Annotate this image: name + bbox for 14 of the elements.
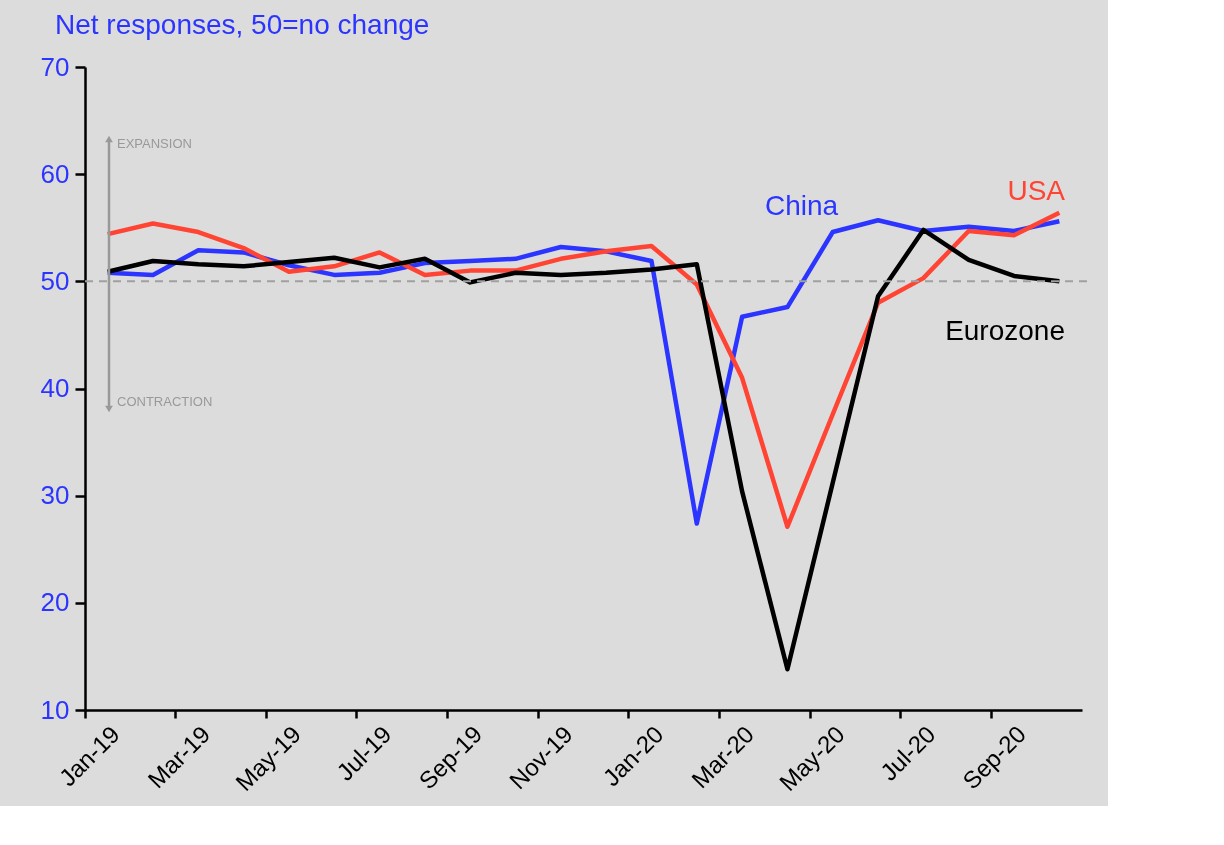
series-label: China — [765, 190, 839, 221]
annotation: CONTRACTION — [117, 394, 213, 409]
y-tick-label: 70 — [40, 51, 70, 82]
line-series — [105, 227, 1062, 672]
y-tick-label: 40 — [40, 373, 70, 403]
series-label: USA — [1007, 175, 1066, 206]
y-tick-label: 50 — [40, 265, 70, 296]
y-tick-label: 60 — [40, 158, 70, 189]
series-label: Eurozone — [945, 315, 1065, 346]
y-tick-label: 20 — [40, 587, 70, 618]
y-tick-label: 30 — [40, 480, 70, 511]
y-axis-title: Net responses, 50=no change — [55, 9, 430, 40]
annotation: EXPANSION — [117, 136, 192, 151]
y-tick-label: 10 — [40, 694, 70, 725]
